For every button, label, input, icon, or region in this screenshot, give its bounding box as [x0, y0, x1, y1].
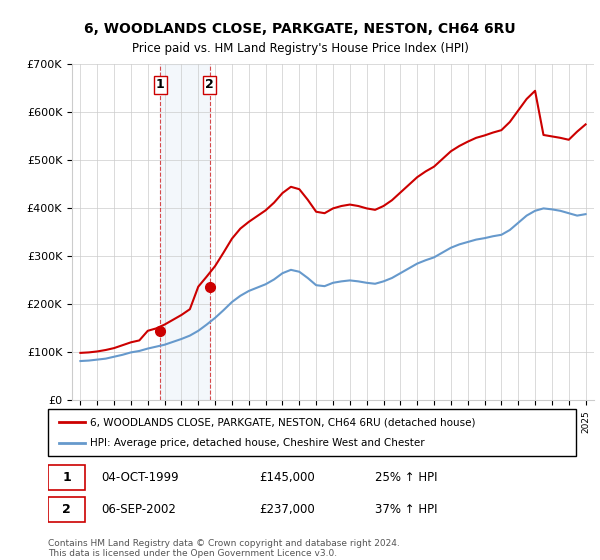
Text: 2: 2: [205, 78, 214, 91]
Text: Contains HM Land Registry data © Crown copyright and database right 2024.
This d: Contains HM Land Registry data © Crown c…: [48, 539, 400, 558]
FancyBboxPatch shape: [48, 497, 85, 522]
Bar: [160, 64, 209, 400]
Text: 1: 1: [156, 78, 165, 91]
Text: 25% ↑ HPI: 25% ↑ HPI: [376, 470, 438, 484]
Text: 6, WOODLANDS CLOSE, PARKGATE, NESTON, CH64 6RU: 6, WOODLANDS CLOSE, PARKGATE, NESTON, CH…: [84, 22, 516, 36]
FancyBboxPatch shape: [48, 409, 576, 456]
Text: 37% ↑ HPI: 37% ↑ HPI: [376, 503, 438, 516]
Text: 1: 1: [62, 470, 71, 484]
Text: 2: 2: [62, 503, 71, 516]
FancyBboxPatch shape: [48, 465, 85, 489]
Text: £237,000: £237,000: [259, 503, 315, 516]
Text: £145,000: £145,000: [259, 470, 315, 484]
Text: 06-SEP-2002: 06-SEP-2002: [101, 503, 176, 516]
Text: HPI: Average price, detached house, Cheshire West and Chester: HPI: Average price, detached house, Ches…: [90, 438, 425, 448]
Text: 6, WOODLANDS CLOSE, PARKGATE, NESTON, CH64 6RU (detached house): 6, WOODLANDS CLOSE, PARKGATE, NESTON, CH…: [90, 417, 476, 427]
Text: Price paid vs. HM Land Registry's House Price Index (HPI): Price paid vs. HM Land Registry's House …: [131, 42, 469, 55]
Text: 04-OCT-1999: 04-OCT-1999: [101, 470, 178, 484]
